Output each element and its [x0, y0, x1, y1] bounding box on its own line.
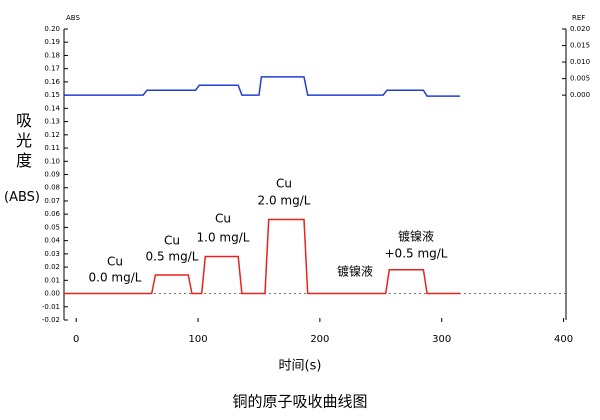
annotation: 0.5 mg/L: [146, 250, 199, 264]
y-tick-label: 0.14: [44, 104, 60, 112]
y-tick-label: 0.09: [44, 171, 60, 179]
annotation: 2.0 mg/L: [258, 194, 311, 208]
annotation: Cu: [107, 255, 123, 269]
line: [64, 76, 460, 97]
y-tick-label: 0.15: [44, 91, 60, 99]
x-tick-label: 200: [310, 334, 329, 345]
annotation: Cu: [276, 177, 292, 191]
y-tick-label: 0.00: [44, 290, 60, 298]
y-tick-label: 0.10: [44, 157, 60, 165]
y-tick-label: 0.20: [44, 25, 60, 33]
y-axis-name: ABS: [66, 14, 80, 22]
annotation: 1.0 mg/L: [197, 231, 250, 245]
y-tick-label: -0.02: [42, 316, 60, 324]
x-tick-label: 100: [188, 334, 207, 345]
y-tick-label: 0.16: [44, 78, 60, 86]
annotation: 镀镍液: [398, 229, 434, 244]
y-tick-label: 0.18: [44, 51, 60, 59]
annotation: +0.5 mg/L: [385, 247, 448, 261]
chart-title: 铜的原子吸收曲线图: [232, 393, 367, 411]
y2-axis-name: REF: [572, 14, 585, 22]
annotation: 0.0 mg/L: [89, 271, 142, 285]
y-tick-label: 0.03: [44, 250, 60, 258]
line: [64, 218, 460, 295]
annotation: Cu: [164, 234, 180, 248]
y-tick-label: 0.12: [44, 131, 60, 139]
y-tick-label: 0.05: [44, 223, 60, 231]
y2-tick-label: 0.000: [570, 91, 590, 99]
y2-tick-label: 0.015: [570, 42, 590, 50]
y-tick-label: 0.02: [44, 263, 60, 271]
annotation: 镀镍液: [337, 264, 373, 279]
annotation: Cu: [215, 212, 231, 226]
y-tick-label: 0.19: [44, 38, 60, 46]
y-tick-label: 0.06: [44, 210, 60, 218]
y-tick-label: 0.01: [44, 276, 60, 284]
y-axis-unit: (ABS): [4, 190, 40, 205]
y2-tick-label: 0.010: [570, 58, 590, 66]
y-tick-label: 0.11: [44, 144, 60, 152]
y2-tick-label: 0.005: [570, 75, 590, 83]
y2-tick-label: 0.020: [570, 25, 590, 33]
x-tick-label: 400: [554, 334, 573, 345]
x-tick-label: 300: [432, 334, 451, 345]
y-tick-label: 0.13: [44, 118, 60, 126]
y-axis-label: 吸光度: [13, 112, 32, 172]
y-tick-label: 0.17: [44, 65, 60, 73]
x-axis-label: 时间(s): [279, 359, 322, 374]
x-tick-label: 0: [73, 334, 79, 345]
y-tick-label: 0.04: [44, 237, 60, 245]
y-tick-label: -0.01: [42, 303, 60, 311]
y-tick-label: 0.08: [44, 184, 60, 192]
y-tick-label: 0.07: [44, 197, 60, 205]
